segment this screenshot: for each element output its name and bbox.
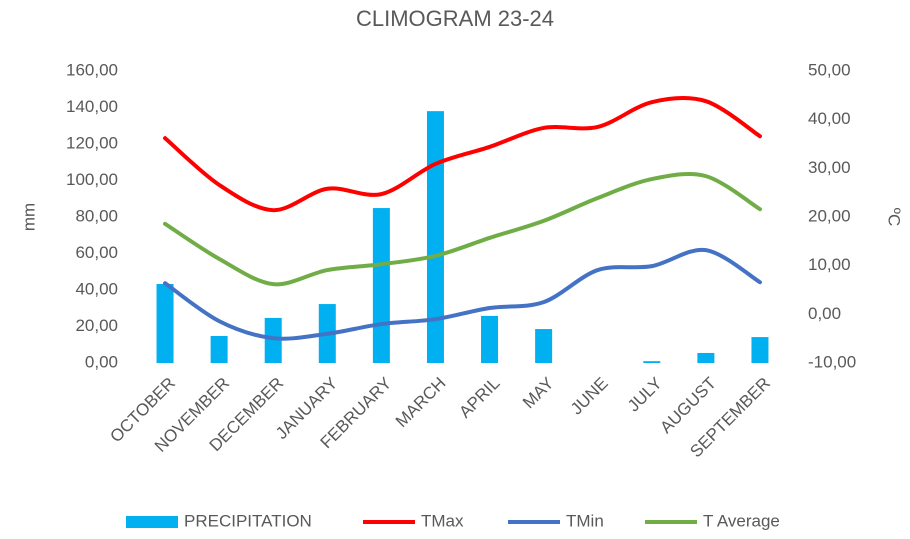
- legend-label: T Average: [703, 511, 780, 530]
- x-tick-label: MAY: [519, 374, 558, 413]
- bar: [156, 283, 174, 363]
- x-tick-label: MARCH: [392, 374, 450, 432]
- y2-tick-label: 40,00: [808, 109, 851, 128]
- bar: [697, 352, 715, 363]
- bar: [751, 337, 769, 363]
- y2-tick-label: 50,00: [808, 60, 851, 79]
- y-tick-label: 100,00: [66, 170, 118, 189]
- line: [163, 95, 762, 213]
- x-tick-label: APRIL: [455, 374, 503, 422]
- x-tick-label: JUNE: [567, 374, 612, 419]
- y-tick-label: 160,00: [66, 60, 118, 79]
- y2-tick-label: 10,00: [808, 255, 851, 274]
- y-tick-label: 40,00: [75, 279, 118, 298]
- bar: [481, 315, 499, 363]
- y-tick-label: 0,00: [85, 352, 118, 371]
- bar: [426, 111, 444, 364]
- y-axis-title: mm: [19, 203, 38, 231]
- legend-label: TMax: [421, 511, 464, 530]
- y2-tick-label: 0,00: [808, 304, 841, 323]
- y2-tick-label: -10,00: [808, 352, 856, 371]
- chart-title: CLIMOGRAM 23-24: [356, 6, 554, 31]
- bar: [643, 361, 661, 363]
- legend-swatch: [126, 516, 178, 528]
- line: [163, 247, 762, 341]
- y-tick-label: 80,00: [75, 206, 118, 225]
- y-tick-label: 60,00: [75, 243, 118, 262]
- bar: [210, 335, 228, 363]
- bar: [535, 329, 553, 363]
- bar: [264, 317, 282, 363]
- y-tick-label: 120,00: [66, 133, 118, 152]
- bar: [372, 208, 390, 363]
- y2-axis-title: ºC: [885, 208, 904, 227]
- y-tick-label: 20,00: [75, 316, 118, 335]
- legend-label: TMin: [566, 511, 604, 530]
- x-tick-label: JULY: [624, 374, 666, 416]
- legend-label: PRECIPITATION: [184, 511, 312, 530]
- y2-tick-label: 20,00: [808, 206, 851, 225]
- line: [163, 171, 762, 287]
- y-tick-label: 140,00: [66, 97, 118, 116]
- y2-tick-label: 30,00: [808, 158, 851, 177]
